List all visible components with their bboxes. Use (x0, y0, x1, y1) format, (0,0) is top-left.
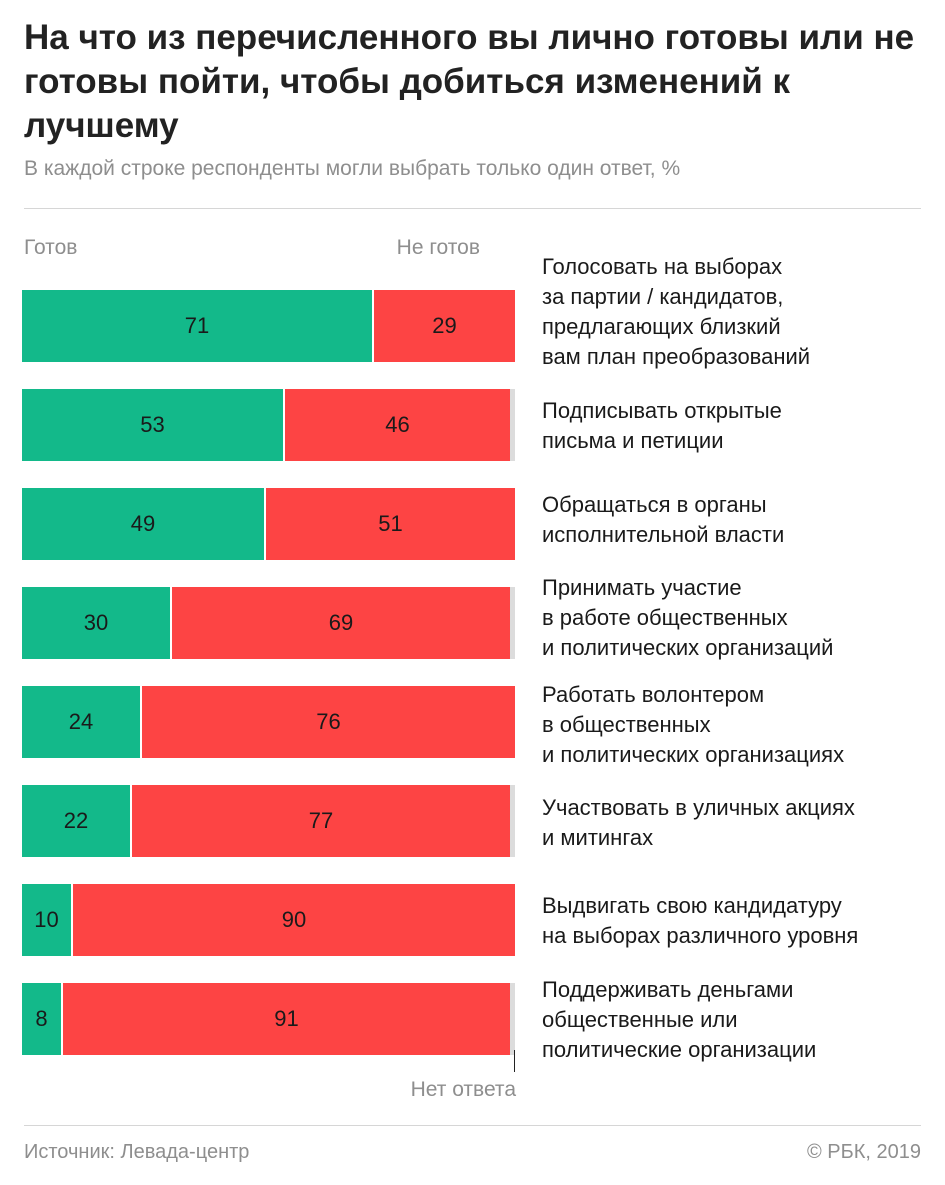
bar-ready-segment: 8 (22, 983, 61, 1055)
category-label: Голосовать на выборах за партии / кандид… (542, 254, 811, 369)
bar-not-ready-segment: 77 (130, 785, 510, 857)
legend-ready-label: Готов (24, 236, 78, 259)
bottom-divider (24, 1125, 921, 1126)
bar-row: 71 29 (0, 290, 945, 362)
bar-row: 49 51 (0, 488, 945, 560)
chart-title: На что из перечисленного вы лично готовы… (24, 18, 915, 145)
bar-no-answer-segment: 10 90 (22, 884, 515, 956)
bar-row: 8 91 (0, 983, 945, 1055)
bar-row: 10 90 (0, 884, 945, 956)
bar-not-ready-segment: 51 (264, 488, 515, 560)
bar-not-ready-segment: 76 (140, 686, 515, 758)
bar-ready-segment: 24 (22, 686, 140, 758)
bar-no-answer-segment: 24 76 (22, 686, 515, 758)
category-label: Работать волонтером в общественных и пол… (542, 682, 845, 767)
bar-not-ready-segment: 69 (170, 587, 510, 659)
category-label: Обращаться в органы исполнительной власт… (542, 492, 785, 547)
copyright-note: © РБК, 2019 (806, 1141, 921, 1163)
bar-ready-segment: 30 (22, 587, 170, 659)
bar-no-answer-segment: 49 51 (22, 488, 515, 560)
legend-no-answer-label: Нет ответа (410, 1078, 516, 1101)
bar-ready-segment: 53 (22, 389, 283, 461)
bar-not-ready-segment: 90 (71, 884, 515, 956)
category-label: Участвовать в уличных акциях и митингах (542, 795, 855, 850)
source-note: Источник: Левада-центр (24, 1141, 250, 1163)
bar-row: 22 77 (0, 785, 945, 857)
category-label: Поддерживать деньгами общественные или п… (542, 977, 817, 1062)
category-label: Подписывать открытые письма и петиции (542, 398, 782, 453)
bar-row: 53 46 (0, 389, 945, 461)
bar-row: 24 76 (0, 686, 945, 758)
bar-no-answer-segment: 22 77 (22, 785, 515, 857)
bar-no-answer-segment: 30 69 (22, 587, 515, 659)
top-divider (24, 208, 921, 209)
bar-no-answer-segment: 8 91 (22, 983, 515, 1055)
bar-no-answer-segment: 71 29 (22, 290, 515, 362)
bar-ready-segment: 49 (22, 488, 264, 560)
bar-ready-segment: 22 (22, 785, 130, 857)
bar-row: 30 69 (0, 587, 945, 659)
category-label: Выдвигать свою кандидатуру на выборах ра… (542, 893, 859, 948)
no-answer-tick (514, 1050, 515, 1072)
bar-not-ready-segment: 91 (61, 983, 510, 1055)
bar-no-answer-segment: 53 46 (22, 389, 515, 461)
bar-ready-segment: 10 (22, 884, 71, 956)
chart-subtitle: В каждой строке респонденты могли выбрат… (24, 157, 681, 180)
legend-not-ready-label: Не готов (396, 236, 480, 259)
category-label: Принимать участие в работе общественных … (542, 575, 834, 660)
bar-not-ready-segment: 46 (283, 389, 510, 461)
bar-ready-segment: 71 (22, 290, 372, 362)
bar-not-ready-segment: 29 (372, 290, 515, 362)
